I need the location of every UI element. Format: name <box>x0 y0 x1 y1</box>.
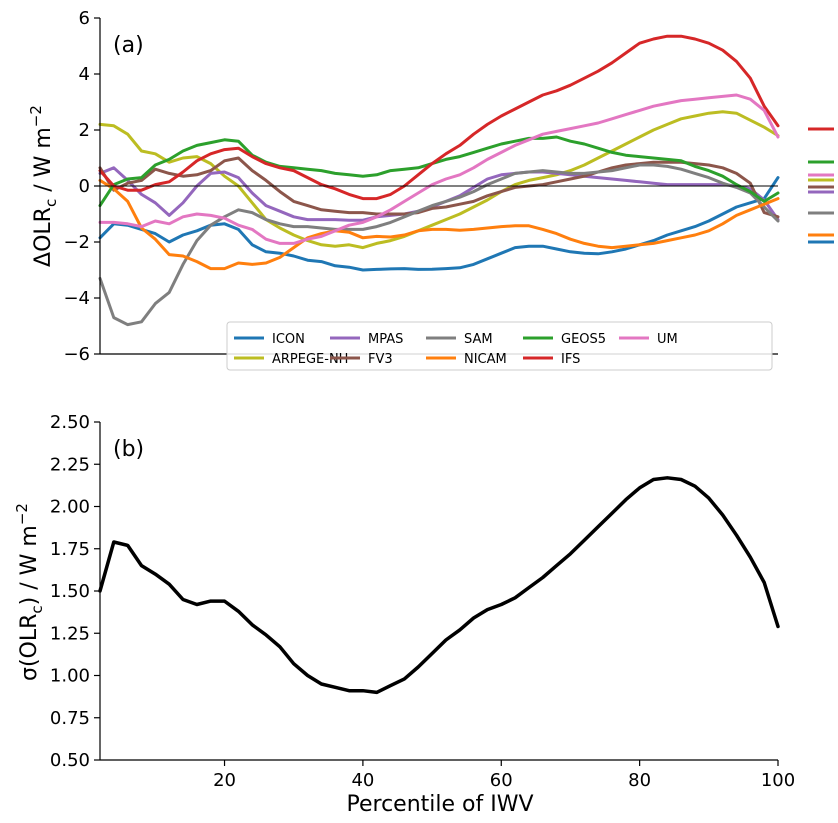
y-tick-label: 0.50 <box>50 750 90 771</box>
panel-a-series-group <box>98 34 780 327</box>
legend-label-nicam: NICAM <box>464 352 507 367</box>
legend-frame <box>226 321 773 371</box>
y-tick-label: 1.75 <box>50 539 90 560</box>
legend-label-sam: SAM <box>464 332 493 347</box>
y-tick-label: 0.75 <box>50 708 90 729</box>
sigma-line <box>98 476 780 695</box>
panel-a-y-ticks: −6 −4 −2 0 2 4 6 <box>63 8 100 365</box>
panel-b-y-axis-title: σ(OLRc) / W m−2 <box>13 503 46 681</box>
y-tick-label: 2.50 <box>50 412 90 433</box>
panel-b-ticks: 0.50 0.75 1.00 1.25 1.50 1.75 2.00 2.25 2.50 20 40… <box>50 412 795 791</box>
legend-label-um: UM <box>657 332 678 347</box>
y-tick-label: 1.00 <box>50 666 90 687</box>
y-tick-label: −4 <box>63 288 90 309</box>
panel-a: −6 −4 −2 0 2 4 6 (a) ΔOLRc / W m−2 ICON ARPEGE-… <box>27 8 834 371</box>
legend-label-geos5: GEOS5 <box>561 332 606 347</box>
panel-a-label: (a) <box>113 33 144 58</box>
legend: ICON ARPEGE-NH MPAS FV3 SAM NICAM GEOS5 IFS UM <box>226 321 773 371</box>
series-line-um <box>98 93 780 245</box>
y-tick-label: 1.25 <box>50 623 90 644</box>
panel-b-label: (b) <box>113 437 144 462</box>
x-tick-label: 40 <box>351 770 374 791</box>
x-tick-label: 100 <box>761 770 795 791</box>
y-tick-label: 6 <box>79 8 90 29</box>
panel-b: 0.50 0.75 1.00 1.25 1.50 1.75 2.00 2.25 2.50 20 40… <box>13 412 795 817</box>
legend-label-arpege-nh: ARPEGE-NH <box>272 352 348 367</box>
y-tick-label: 0 <box>79 176 90 197</box>
series-line-ifs <box>98 34 780 201</box>
y-tick-label: 4 <box>79 64 90 85</box>
series-line-mpas <box>98 166 780 222</box>
series-line-arpege-nh <box>98 110 780 250</box>
series-line-sam <box>98 163 780 327</box>
legend-label-mpas: MPAS <box>368 332 403 347</box>
y-tick-label: −2 <box>63 232 90 253</box>
x-axis-title: Percentile of IWV <box>346 792 533 817</box>
legend-label-ifs: IFS <box>561 352 580 367</box>
y-tick-label: 2.25 <box>50 454 90 475</box>
y-tick-label: 2 <box>79 120 90 141</box>
legend-label-icon: ICON <box>272 332 305 347</box>
y-tick-label: 1.50 <box>50 581 90 602</box>
panel-a-y-axis-title: ΔOLRc / W m−2 <box>27 105 60 267</box>
y-tick-label: 2.00 <box>50 497 90 518</box>
x-tick-label: 20 <box>213 770 236 791</box>
x-tick-label: 80 <box>628 770 651 791</box>
legend-label-fv3: FV3 <box>368 352 393 367</box>
series-line-nicam <box>98 178 780 271</box>
series-line-fv3 <box>98 156 780 219</box>
y-tick-label: −6 <box>63 344 90 365</box>
right-edge-marks <box>808 127 834 244</box>
x-tick-label: 60 <box>490 770 513 791</box>
series-line-geos5 <box>98 135 780 208</box>
panel-b-series-group <box>98 476 780 695</box>
